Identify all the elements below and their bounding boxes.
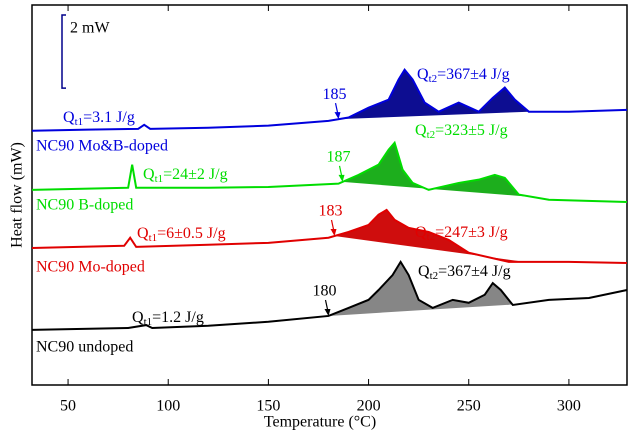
peak-fill — [334, 209, 525, 262]
x-tick-label: 250 — [457, 398, 481, 415]
onset-label: 183 — [319, 203, 343, 220]
series-label: NC90 Mo-doped — [36, 259, 145, 276]
x-tick-label: 50 — [60, 398, 76, 415]
enthalpy-label: Qt1=1.2 J/g — [132, 309, 204, 328]
q-symbol: Q — [418, 263, 430, 280]
x-axis-label: Temperature (°C) — [264, 414, 376, 431]
q-value: =247±3 J/g — [435, 224, 507, 241]
curve — [31, 67, 628, 132]
q-value: =323±5 J/g — [435, 122, 507, 139]
q-subscript: t1 — [155, 173, 164, 185]
scale-bar-label: 2 mW — [70, 20, 110, 37]
q-subscript: t1 — [144, 316, 153, 328]
q-subscript: t2 — [427, 129, 436, 141]
onset-label: 180 — [312, 283, 336, 300]
series-label: NC90 B-doped — [36, 197, 133, 214]
q-subscript: t2 — [429, 73, 438, 85]
onset-label: 187 — [327, 149, 351, 166]
q-subscript: t1 — [75, 116, 84, 128]
q-value: =367±4 J/g — [438, 263, 510, 280]
x-tick-label: 300 — [557, 398, 581, 415]
enthalpy-label: Qt2=367±4 J/g — [417, 66, 510, 85]
enthalpy-label: Qt1=3.1 J/g — [63, 109, 135, 128]
enthalpy-label: Qt2=367±4 J/g — [418, 263, 511, 282]
q-value: =24±2 J/g — [163, 166, 227, 183]
curve — [31, 259, 628, 331]
q-value: =367±4 J/g — [437, 66, 509, 83]
q-symbol: Q — [143, 166, 155, 183]
x-tick-label: 200 — [357, 398, 381, 415]
y-axis-label: Heat flow (mW) — [9, 142, 26, 248]
q-subscript: t2 — [430, 270, 439, 282]
onset-arrowhead — [330, 228, 337, 236]
q-symbol: Q — [417, 66, 429, 83]
q-symbol: Q — [137, 225, 149, 242]
onset-arrowhead — [334, 112, 341, 120]
q-symbol: Q — [132, 309, 144, 326]
q-symbol: Q — [415, 224, 427, 241]
enthalpy-label: Qt2=323±5 J/g — [415, 122, 508, 141]
q-value: =1.2 J/g — [152, 309, 204, 326]
q-subscript: t1 — [149, 232, 158, 244]
series-label: NC90 undoped — [36, 339, 133, 356]
q-value: =3.1 J/g — [83, 109, 135, 126]
q-symbol: Q — [63, 109, 75, 126]
curve — [31, 208, 628, 264]
enthalpy-label: Qt1=6±0.5 J/g — [137, 225, 226, 244]
q-value: =6±0.5 J/g — [157, 225, 225, 242]
onset-arrowhead — [324, 308, 331, 316]
enthalpy-label: Qt1=24±2 J/g — [143, 166, 228, 185]
onset-arrowhead — [338, 174, 345, 182]
q-subscript: t2 — [427, 231, 436, 243]
scale-bar — [61, 14, 66, 89]
x-tick-label: 150 — [256, 398, 280, 415]
enthalpy-label: Qt2=247±3 J/g — [415, 224, 508, 243]
curve — [31, 140, 628, 203]
x-tick-label: 100 — [156, 398, 180, 415]
q-symbol: Q — [415, 122, 427, 139]
peak-fill — [338, 69, 529, 120]
series-label: NC90 Mo&B-doped — [36, 138, 168, 155]
onset-label: 185 — [323, 86, 347, 103]
peak-fill — [342, 142, 533, 198]
plot-frame — [31, 4, 628, 386]
